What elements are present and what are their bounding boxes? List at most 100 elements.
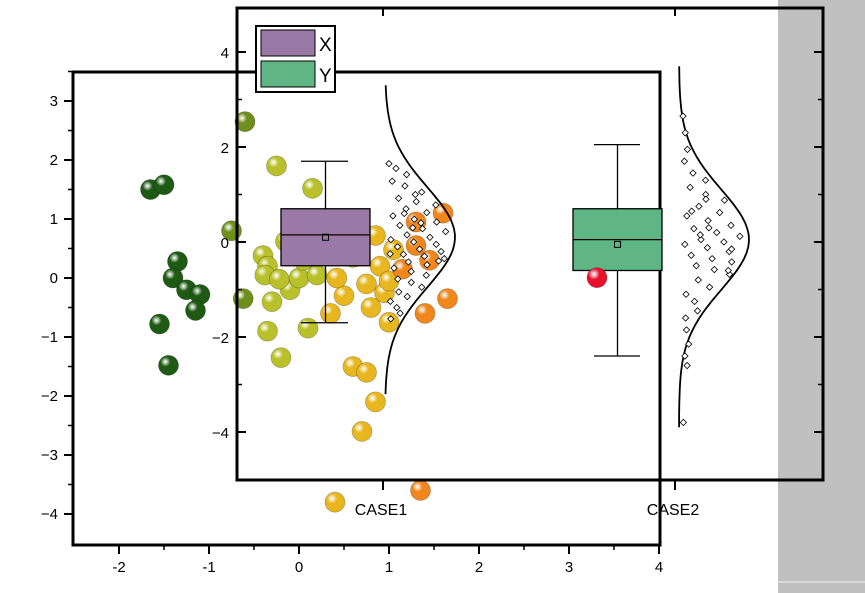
jitter-point [724, 266, 732, 275]
jitter-point [393, 303, 401, 312]
jitter-point [441, 227, 450, 236]
jitter-point [400, 209, 408, 218]
jitter-point [420, 252, 429, 260]
jitter-point [690, 224, 698, 233]
scatter-axes: -2 -1 0 1 2 3 4 3 2 1 0 −1 −2 −3 −4 [41, 70, 663, 576]
jitter-point [395, 288, 403, 296]
jitter-point [386, 250, 394, 258]
scatter-x-tick-label: -1 [202, 559, 215, 576]
jitter-point [409, 224, 417, 232]
mean-marker [614, 240, 621, 248]
jitter-point [437, 247, 445, 256]
jitter-point [682, 326, 691, 334]
scatter-plot: -2 -1 0 1 2 3 4 3 2 1 0 −1 −2 −3 −4 [41, 70, 663, 576]
distribution-curve [678, 66, 750, 428]
jitter-point [411, 190, 419, 199]
jitter-point [681, 240, 689, 249]
jitter-point [407, 267, 415, 276]
scatter-y-tick-label: 3 [50, 93, 58, 110]
scatter-point [356, 361, 377, 383]
scatter-point [153, 174, 175, 196]
scatter-y-tick-label: −4 [41, 506, 58, 523]
jitter-point [386, 297, 395, 306]
scatter-x-tick-label: 0 [295, 559, 303, 576]
distribution-curve [384, 85, 456, 395]
scatter-point [288, 267, 310, 289]
box-plot-axes: 4 2 0 −2 −4 CASE1 CASE2 [212, 8, 823, 519]
scatter-plot-frame [71, 70, 662, 547]
jitter-point [399, 250, 408, 259]
jitter-point [388, 177, 396, 185]
jitter-point [713, 228, 721, 237]
scatter-point [360, 297, 382, 318]
jitter-point [685, 340, 693, 348]
scatter-point [320, 302, 341, 324]
jitter-point [412, 197, 420, 206]
scatter-point [234, 111, 256, 133]
jitter-point [695, 202, 703, 211]
jitter-point [423, 261, 431, 269]
jitter-point [693, 307, 702, 315]
scatter-point [149, 313, 170, 335]
jitter-point [697, 235, 705, 244]
jitter-point [702, 195, 710, 203]
jitter-point [686, 183, 694, 192]
scatter-y-tick-label: 0 [50, 270, 58, 287]
jitter-point [682, 290, 690, 298]
jitter-point [716, 208, 724, 217]
jitter-point [690, 297, 699, 306]
scatter-x-tick-label: 3 [565, 559, 573, 576]
jitter-point [702, 190, 710, 199]
box-y-tick-label: −4 [212, 425, 229, 442]
jitter-point [392, 164, 400, 173]
jitter-point [426, 233, 434, 241]
jitter-point [683, 361, 691, 370]
box-y-tick-label: 2 [221, 140, 229, 157]
jitter-point [705, 224, 713, 232]
scatter-points [140, 111, 458, 513]
jitter-point [394, 194, 403, 202]
box-plot-frame [235, 6, 825, 482]
scatter-point [302, 177, 323, 199]
scatter-point [270, 347, 292, 369]
scatter-point [356, 273, 377, 295]
scatter-point [261, 291, 283, 313]
jitter-point [402, 170, 411, 179]
scatter-point [257, 320, 278, 342]
scatter-point [326, 267, 348, 289]
scatter-point [185, 300, 206, 321]
jitter-point [407, 278, 416, 287]
scatter-point [162, 267, 184, 289]
jitter-point [387, 235, 395, 244]
jitter-point [432, 240, 440, 249]
jitter-point [701, 176, 710, 184]
jitter-point [403, 292, 411, 301]
scatter-point [158, 354, 179, 376]
box-series-x [280, 85, 456, 395]
jitter-point [679, 112, 687, 120]
jitter-point [704, 216, 712, 225]
jitter-point [679, 418, 688, 427]
scatter-x-tick-label: 2 [475, 559, 483, 576]
jitter-point [418, 225, 427, 233]
jitter-point [422, 271, 430, 279]
jitter-point [688, 207, 696, 215]
jitter-point [432, 218, 441, 226]
box-series-y [572, 66, 750, 428]
jitter-point [403, 231, 411, 239]
jitter-point [727, 221, 735, 230]
scatter-point [378, 311, 400, 333]
scatter-point [437, 288, 458, 310]
box-y-tick-label: −2 [212, 330, 229, 347]
scatter-point [410, 479, 431, 501]
scatter-y-tick-label: −3 [41, 447, 58, 464]
legend-label-y: Y [319, 66, 332, 87]
jitter-point [423, 208, 431, 217]
jitter-point [415, 245, 424, 253]
box-plot-inset: 4 2 0 −2 −4 CASE1 CASE2 X Y [212, 6, 825, 519]
jitter-point [681, 314, 690, 322]
scatter-x-tick-label: 4 [655, 559, 663, 576]
jitter-point [418, 283, 426, 291]
jitter-point [680, 157, 689, 165]
